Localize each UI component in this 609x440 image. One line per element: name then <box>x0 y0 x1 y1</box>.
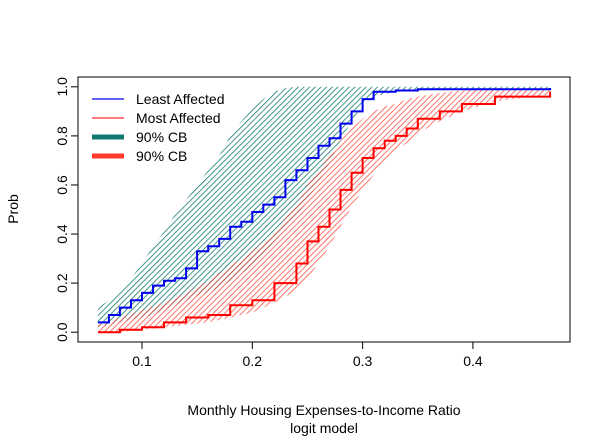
legend-item-most-affected: Most Affected <box>92 110 221 126</box>
legend-label: 90% CB <box>136 148 187 164</box>
line-most-affected <box>97 91 552 334</box>
legend-label: Most Affected <box>136 110 221 126</box>
legend-item-cb-red: 90% CB <box>92 148 187 164</box>
x-tick-label: 0.4 <box>463 353 483 369</box>
x-tick-label: 0.1 <box>132 353 152 369</box>
y-axis: 0.0 0.2 0.4 0.6 0.8 1.0 <box>54 77 79 342</box>
legend: Least Affected Most Affected 90% CB 90% CB <box>92 91 224 164</box>
legend-item-cb-green: 90% CB <box>92 129 187 145</box>
x-tick-label: 0.3 <box>353 353 373 369</box>
legend-item-least-affected: Least Affected <box>92 91 224 107</box>
x-axis-label: Monthly Housing Expenses-to-Income Ratio <box>187 402 460 418</box>
band-most-affected <box>97 88 551 333</box>
x-tick-label: 0.2 <box>243 353 263 369</box>
y-tick-label: 0.4 <box>54 224 70 244</box>
legend-label: Least Affected <box>136 91 224 107</box>
y-tick-label: 0.6 <box>54 175 70 195</box>
x-axis: 0.1 0.2 0.3 0.4 <box>132 341 483 369</box>
y-axis-label: Prob <box>5 194 21 224</box>
y-tick-label: 0.0 <box>54 322 70 342</box>
band-least-affected <box>97 86 551 328</box>
legend-label: 90% CB <box>136 129 187 145</box>
line-least-affected <box>97 88 552 324</box>
plot-area <box>97 86 552 334</box>
x-axis-sublabel: logit model <box>290 420 358 436</box>
y-tick-label: 0.8 <box>54 126 70 146</box>
y-tick-label: 1.0 <box>54 77 70 97</box>
y-tick-label: 0.2 <box>54 273 70 293</box>
